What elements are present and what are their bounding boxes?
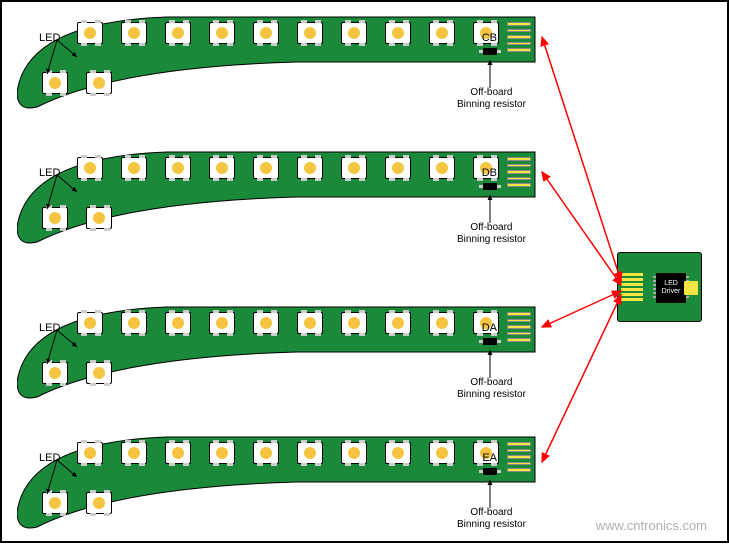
strip-connector (505, 20, 533, 54)
led-icon (385, 157, 411, 179)
driver-connector-left (621, 273, 643, 303)
offboard-resistor-label: Off-boardBinning resistor (457, 222, 526, 246)
led-callout-label: LED (39, 32, 60, 44)
led-icon (253, 22, 279, 44)
led-icon (77, 442, 103, 464)
led-icon (341, 22, 367, 44)
led-icon (253, 442, 279, 464)
offboard-resistor-label: Off-boardBinning resistor (457, 507, 526, 531)
led-icon (385, 22, 411, 44)
led-icon (209, 157, 235, 179)
binning-resistor (483, 183, 497, 190)
strip-connector (505, 310, 533, 344)
led-icon (341, 312, 367, 334)
led-icon (209, 22, 235, 44)
binning-resistor (483, 48, 497, 55)
led-icon (253, 312, 279, 334)
led-icon (121, 22, 147, 44)
led-icon (165, 22, 191, 44)
led-icon (86, 492, 112, 514)
led-icon (341, 442, 367, 464)
offboard-resistor-label: Off-boardBinning resistor (457, 87, 526, 111)
led-icon (121, 312, 147, 334)
led-icon (121, 157, 147, 179)
led-icon (86, 72, 112, 94)
offboard-resistor-label: Off-boardBinning resistor (457, 377, 526, 401)
led-icon (42, 492, 68, 514)
led-icon (297, 157, 323, 179)
led-icon (42, 72, 68, 94)
led-icon (429, 312, 455, 334)
led-icon (165, 312, 191, 334)
binning-resistor (483, 338, 497, 345)
led-icon (341, 157, 367, 179)
bin-code-label: EA (482, 452, 497, 464)
led-icon (42, 362, 68, 384)
led-icon (429, 157, 455, 179)
led-driver-chip: LED Driver (656, 273, 686, 303)
led-icon (429, 22, 455, 44)
led-icon (86, 362, 112, 384)
led-icon (297, 312, 323, 334)
led-icon (209, 442, 235, 464)
led-icon (385, 442, 411, 464)
bin-code-label: CB (482, 32, 497, 44)
watermark-text: www.cntronics.com (596, 518, 707, 533)
led-icon (77, 22, 103, 44)
led-icon (121, 442, 147, 464)
bin-code-label: DA (482, 322, 497, 334)
bin-code-label: DB (482, 167, 497, 179)
led-icon (209, 312, 235, 334)
led-callout-label: LED (39, 322, 60, 334)
led-icon (42, 207, 68, 229)
led-icon (429, 442, 455, 464)
led-icon (297, 442, 323, 464)
binning-resistor (483, 468, 497, 475)
driver-connector-right (684, 281, 698, 295)
led-icon (77, 312, 103, 334)
led-icon (165, 157, 191, 179)
led-callout-label: LED (39, 452, 60, 464)
strip-connector (505, 155, 533, 189)
led-icon (86, 207, 112, 229)
led-icon (77, 157, 103, 179)
strip-connector (505, 440, 533, 474)
led-icon (253, 157, 279, 179)
led-callout-label: LED (39, 167, 60, 179)
driver-chip-label: LED Driver (656, 280, 686, 295)
led-icon (385, 312, 411, 334)
driver-board: LED Driver (617, 252, 702, 322)
led-icon (297, 22, 323, 44)
led-icon (165, 442, 191, 464)
